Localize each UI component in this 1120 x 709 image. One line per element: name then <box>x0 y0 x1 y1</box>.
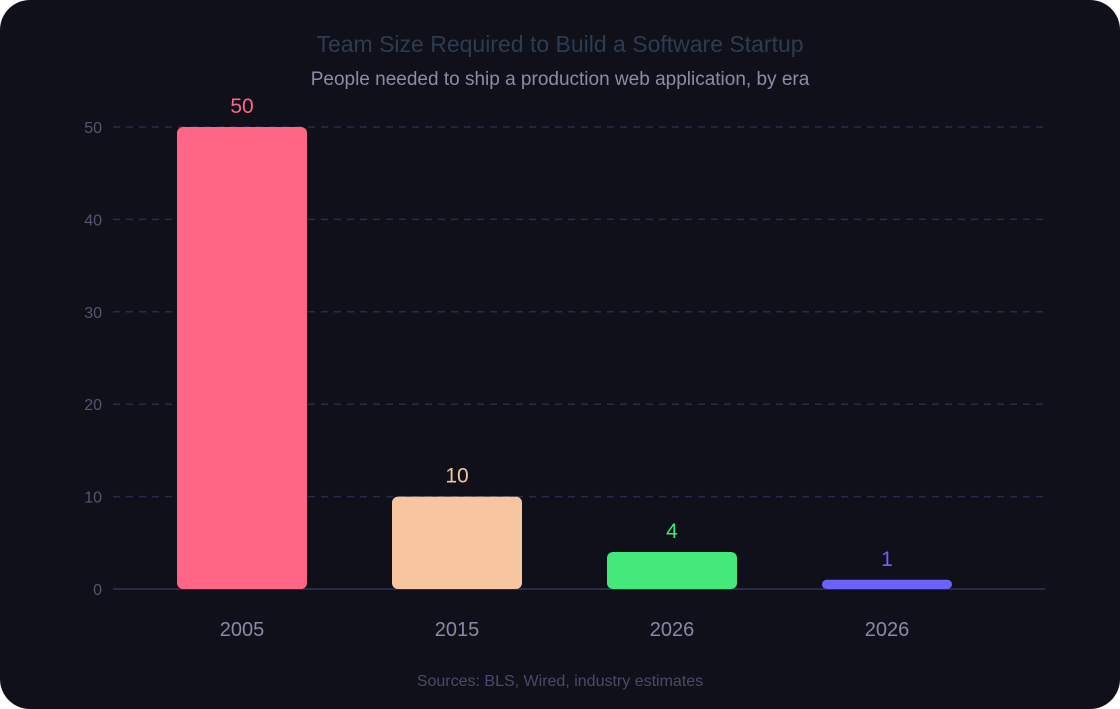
data-label: 10 <box>445 465 468 488</box>
y-tick-label: 10 <box>84 490 102 507</box>
source-note: Sources: BLS, Wired, industry estimates <box>417 673 703 690</box>
y-tick-label: 0 <box>93 582 102 599</box>
x-tick-label: 2005 <box>220 619 265 641</box>
chart-subtitle: People needed to ship a production web a… <box>311 69 810 90</box>
data-label: 1 <box>881 548 893 571</box>
data-label: 4 <box>666 520 678 543</box>
y-tick-label: 30 <box>84 305 102 322</box>
chart-title: Team Size Required to Build a Software S… <box>316 31 803 57</box>
y-tick-label: 40 <box>84 212 102 229</box>
x-tick-label: 2026 <box>865 619 910 641</box>
data-label: 50 <box>230 95 253 118</box>
x-tick-label: 2015 <box>435 619 480 641</box>
bar-2015 <box>392 496 522 589</box>
bar-2026 <box>607 552 737 589</box>
y-tick-label: 50 <box>84 120 102 137</box>
y-tick-label: 20 <box>84 397 102 414</box>
bar-2026 <box>822 579 952 589</box>
bar-2005 <box>177 127 307 589</box>
x-tick-label: 2026 <box>650 619 695 641</box>
